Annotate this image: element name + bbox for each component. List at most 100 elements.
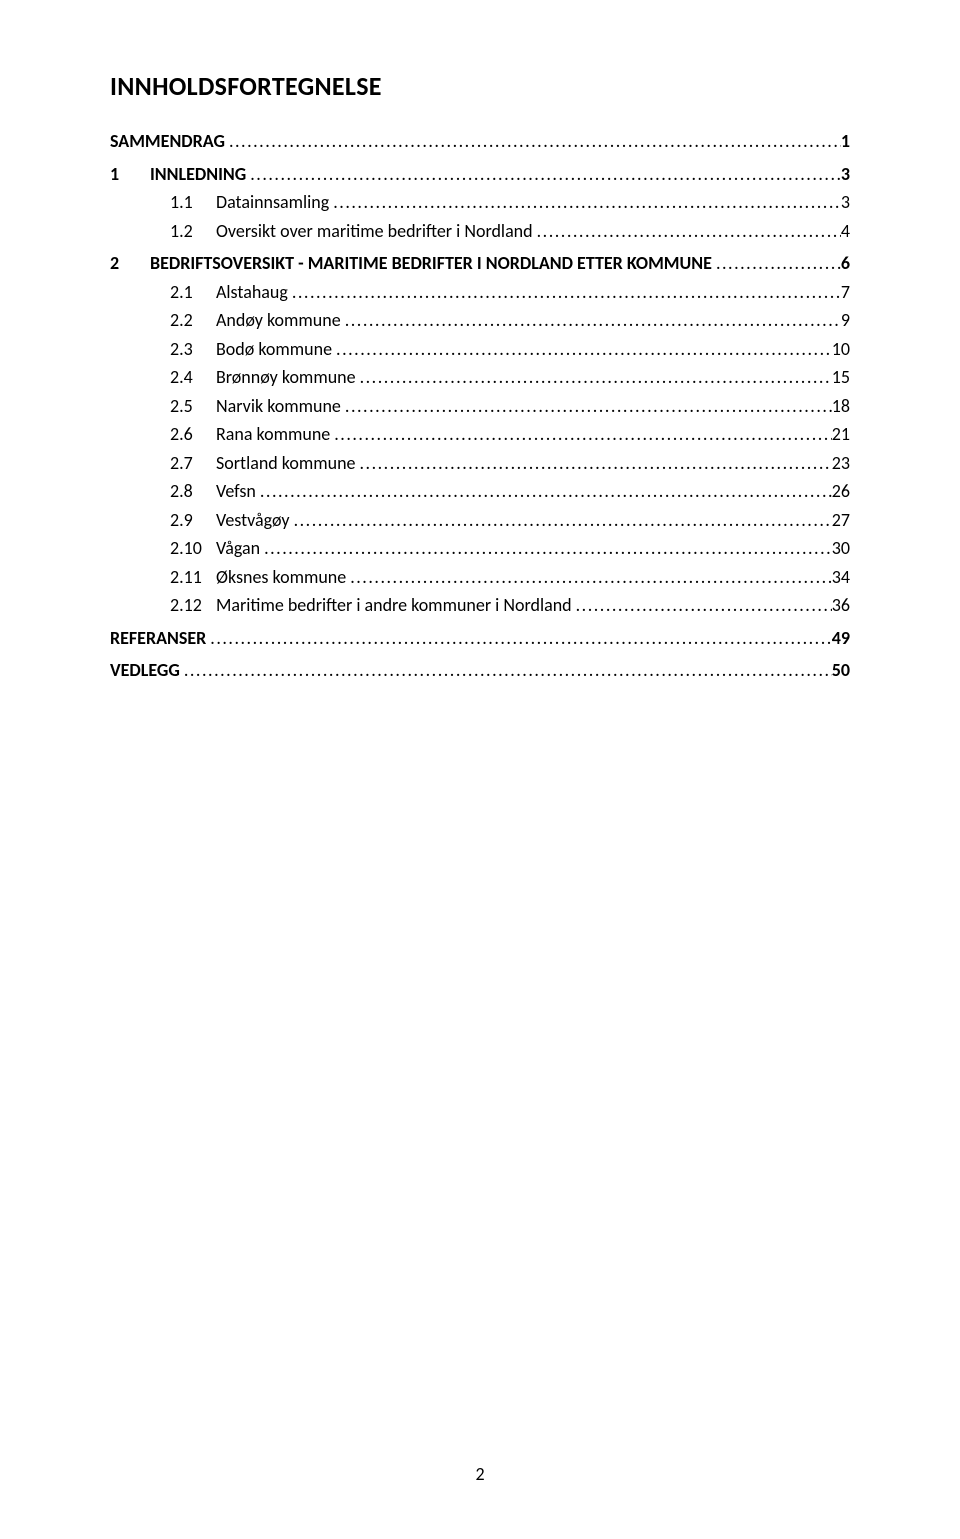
toc-entry-left: 2.5Narvik kommune	[170, 395, 341, 418]
toc-entry-label: Oversikt over maritime bedrifter i Nordl…	[216, 220, 533, 243]
toc-entry-page: 36	[832, 594, 850, 617]
toc-leader-dots: ........................................…	[329, 191, 841, 214]
toc-entry-page: 26	[832, 480, 850, 503]
toc-entry-left: REFERANSER	[110, 627, 206, 650]
toc-entry-number: 2.5	[170, 395, 216, 418]
toc-leader-dots: ........................................…	[356, 366, 832, 389]
toc-entry-number: 2.10	[170, 537, 216, 560]
toc-leader-dots: ........................................…	[225, 130, 841, 153]
toc-entry-left: 2.2Andøy kommune	[170, 309, 341, 332]
toc-leader-dots: ........................................…	[330, 423, 832, 446]
toc-entry-number: 1.2	[170, 220, 216, 243]
toc-entry-left: 2.9Vestvågøy	[170, 509, 290, 532]
toc-entry-label: SAMMENDRAG	[110, 130, 225, 153]
toc-entry-page: 21	[832, 423, 850, 446]
toc-entry-label: Vågan	[216, 537, 260, 560]
toc-entry-left: 1.1Datainnsamling	[170, 191, 329, 214]
toc-entry-left: 1INNLEDNING	[110, 163, 246, 186]
toc-entry: 1.2Oversikt over maritime bedrifter i No…	[110, 220, 850, 243]
document-page: INNHOLDSFORTEGNELSE SAMMENDRAG..........…	[0, 0, 960, 1539]
toc-entry: 2.3Bodø kommune.........................…	[110, 338, 850, 361]
toc-leader-dots: ........................................…	[356, 452, 832, 475]
toc-entry: SAMMENDRAG..............................…	[110, 130, 850, 153]
toc-entry-left: 2.6Rana kommune	[170, 423, 330, 446]
toc-leader-dots: ........................................…	[572, 594, 832, 617]
toc-leader-dots: ........................................…	[206, 627, 831, 650]
toc-entry: 2.12Maritime bedrifter i andre kommuner …	[110, 594, 850, 617]
toc-entry-page: 50	[832, 659, 850, 682]
toc-entry-page: 23	[832, 452, 850, 475]
toc-entry-page: 10	[832, 338, 850, 361]
toc-entry-number: 2.2	[170, 309, 216, 332]
toc-entry-page: 34	[832, 566, 850, 589]
toc-entry-left: 2.3Bodø kommune	[170, 338, 332, 361]
toc-entry-number: 2.8	[170, 480, 216, 503]
toc-entry-label: Maritime bedrifter i andre kommuner i No…	[216, 594, 572, 617]
toc-title: INNHOLDSFORTEGNELSE	[110, 70, 850, 102]
toc-leader-dots: ........................................…	[288, 281, 841, 304]
toc-entry-label: Øksnes kommune	[216, 566, 346, 589]
toc-entry: 2.8Vefsn................................…	[110, 480, 850, 503]
toc-entry: 2.11Øksnes kommune......................…	[110, 566, 850, 589]
toc-entry-number: 2	[110, 252, 150, 275]
toc-entry-label: Datainnsamling	[216, 191, 329, 214]
toc-list: SAMMENDRAG..............................…	[110, 130, 850, 682]
toc-leader-dots: ........................................…	[290, 509, 832, 532]
toc-entry-page: 3	[841, 163, 850, 186]
toc-entry: 2.5Narvik kommune.......................…	[110, 395, 850, 418]
toc-entry: 2.2Andøy kommune........................…	[110, 309, 850, 332]
toc-entry-left: 2.12Maritime bedrifter i andre kommuner …	[170, 594, 572, 617]
toc-leader-dots: ........................................…	[246, 163, 841, 186]
toc-entry-left: 2.7Sortland kommune	[170, 452, 356, 475]
toc-entry-number: 2.12	[170, 594, 216, 617]
toc-entry-page: 27	[832, 509, 850, 532]
toc-entry-page: 9	[841, 309, 850, 332]
toc-entry-page: 15	[832, 366, 850, 389]
toc-entry-number: 2.3	[170, 338, 216, 361]
toc-entry: 1INNLEDNING.............................…	[110, 163, 850, 186]
toc-entry-left: 2.8Vefsn	[170, 480, 256, 503]
toc-entry-page: 30	[832, 537, 850, 560]
toc-entry-label: REFERANSER	[110, 627, 206, 650]
toc-entry-label: Alstahaug	[216, 281, 288, 304]
toc-entry: 2.6Rana kommune.........................…	[110, 423, 850, 446]
toc-entry-left: 2.4Brønnøy kommune	[170, 366, 356, 389]
toc-entry-label: Vefsn	[216, 480, 256, 503]
toc-entry-number: 2.6	[170, 423, 216, 446]
toc-entry: 2.1Alstahaug............................…	[110, 281, 850, 304]
toc-entry-left: 2.10Vågan	[170, 537, 260, 560]
toc-entry-number: 1	[110, 163, 150, 186]
toc-entry-page: 3	[841, 191, 850, 214]
toc-entry: 1.1Datainnsamling.......................…	[110, 191, 850, 214]
toc-entry: 2.4Brønnøy kommune......................…	[110, 366, 850, 389]
toc-entry-number: 2.4	[170, 366, 216, 389]
toc-entry-number: 1.1	[170, 191, 216, 214]
toc-leader-dots: ........................................…	[533, 220, 841, 243]
toc-entry-page: 18	[832, 395, 850, 418]
toc-entry-label: BEDRIFTSOVERSIKT - MARITIME BEDRIFTER I …	[150, 252, 712, 275]
toc-entry-number: 2.1	[170, 281, 216, 304]
toc-entry-label: Vestvågøy	[216, 509, 290, 532]
toc-entry-label: INNLEDNING	[150, 163, 246, 186]
page-number: 2	[0, 1463, 960, 1485]
toc-entry-left: 2.1Alstahaug	[170, 281, 288, 304]
toc-leader-dots: ........................................…	[341, 395, 832, 418]
toc-leader-dots: ........................................…	[180, 659, 832, 682]
toc-entry: 2BEDRIFTSOVERSIKT - MARITIME BEDRIFTER I…	[110, 252, 850, 275]
toc-leader-dots: ........................................…	[346, 566, 832, 589]
toc-entry-left: 1.2Oversikt over maritime bedrifter i No…	[170, 220, 533, 243]
toc-entry-page: 6	[841, 252, 850, 275]
toc-leader-dots: ........................................…	[332, 338, 832, 361]
toc-leader-dots: ........................................…	[256, 480, 832, 503]
toc-entry: VEDLEGG.................................…	[110, 659, 850, 682]
toc-entry: 2.7Sortland kommune.....................…	[110, 452, 850, 475]
toc-entry-label: Narvik kommune	[216, 395, 341, 418]
toc-entry-number: 2.9	[170, 509, 216, 532]
toc-entry-label: Bodø kommune	[216, 338, 332, 361]
toc-leader-dots: ........................................…	[260, 537, 832, 560]
toc-entry-number: 2.11	[170, 566, 216, 589]
toc-entry-number: 2.7	[170, 452, 216, 475]
toc-entry-page: 1	[841, 130, 850, 153]
toc-entry-left: SAMMENDRAG	[110, 130, 225, 153]
toc-leader-dots: ........................................…	[712, 252, 841, 275]
